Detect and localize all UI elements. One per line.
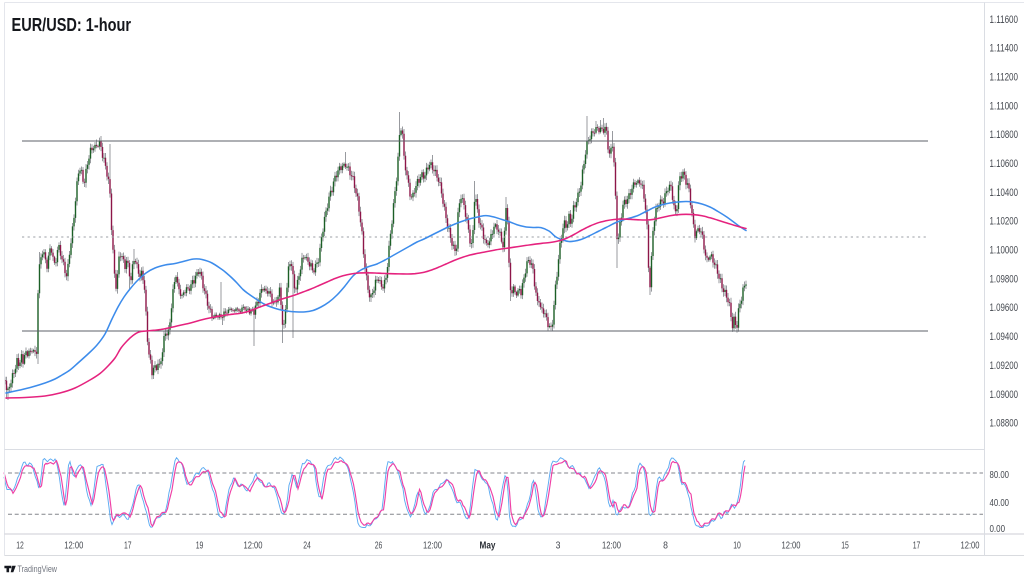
svg-text:1.11000: 1.11000 <box>990 100 1019 112</box>
svg-text:10: 10 <box>733 539 741 551</box>
svg-text:12: 12 <box>16 539 24 551</box>
svg-text:TradingView: TradingView <box>18 564 58 574</box>
svg-text:17: 17 <box>913 539 921 551</box>
svg-text:12:00: 12:00 <box>782 539 801 551</box>
svg-text:26: 26 <box>375 539 383 551</box>
svg-text:1.09600: 1.09600 <box>990 302 1019 314</box>
svg-text:EUR/USD: 1-hour: EUR/USD: 1-hour <box>12 15 132 35</box>
svg-text:12:00: 12:00 <box>423 539 442 551</box>
svg-text:12:00: 12:00 <box>244 539 263 551</box>
svg-text:May: May <box>480 539 496 551</box>
svg-text:17: 17 <box>124 539 132 551</box>
svg-text:8: 8 <box>663 539 668 551</box>
svg-text:24: 24 <box>303 539 311 551</box>
svg-text:1.10000: 1.10000 <box>990 245 1019 257</box>
svg-text:12:00: 12:00 <box>64 539 83 551</box>
svg-text:1.11400: 1.11400 <box>990 43 1019 55</box>
svg-text:1.11600: 1.11600 <box>990 14 1019 26</box>
svg-text:15: 15 <box>841 539 849 551</box>
svg-text:1.10600: 1.10600 <box>990 158 1019 170</box>
svg-text:3: 3 <box>556 539 561 551</box>
svg-text:1.09400: 1.09400 <box>990 331 1019 343</box>
svg-text:12:00: 12:00 <box>602 539 621 551</box>
svg-text:1.09800: 1.09800 <box>990 273 1019 285</box>
svg-text:80.00: 80.00 <box>990 470 1010 481</box>
svg-text:1.08800: 1.08800 <box>990 418 1019 430</box>
svg-text:19: 19 <box>196 539 204 551</box>
svg-text:1.10800: 1.10800 <box>990 129 1019 141</box>
svg-text:40.00: 40.00 <box>990 498 1010 509</box>
svg-text:12:00: 12:00 <box>961 539 980 551</box>
svg-text:1.10200: 1.10200 <box>990 216 1019 228</box>
svg-text:0.00: 0.00 <box>990 524 1006 535</box>
svg-text:1.10400: 1.10400 <box>990 187 1019 199</box>
svg-text:1.11200: 1.11200 <box>990 72 1019 84</box>
svg-text:1.09000: 1.09000 <box>990 389 1019 401</box>
svg-text:1.09200: 1.09200 <box>990 360 1019 372</box>
